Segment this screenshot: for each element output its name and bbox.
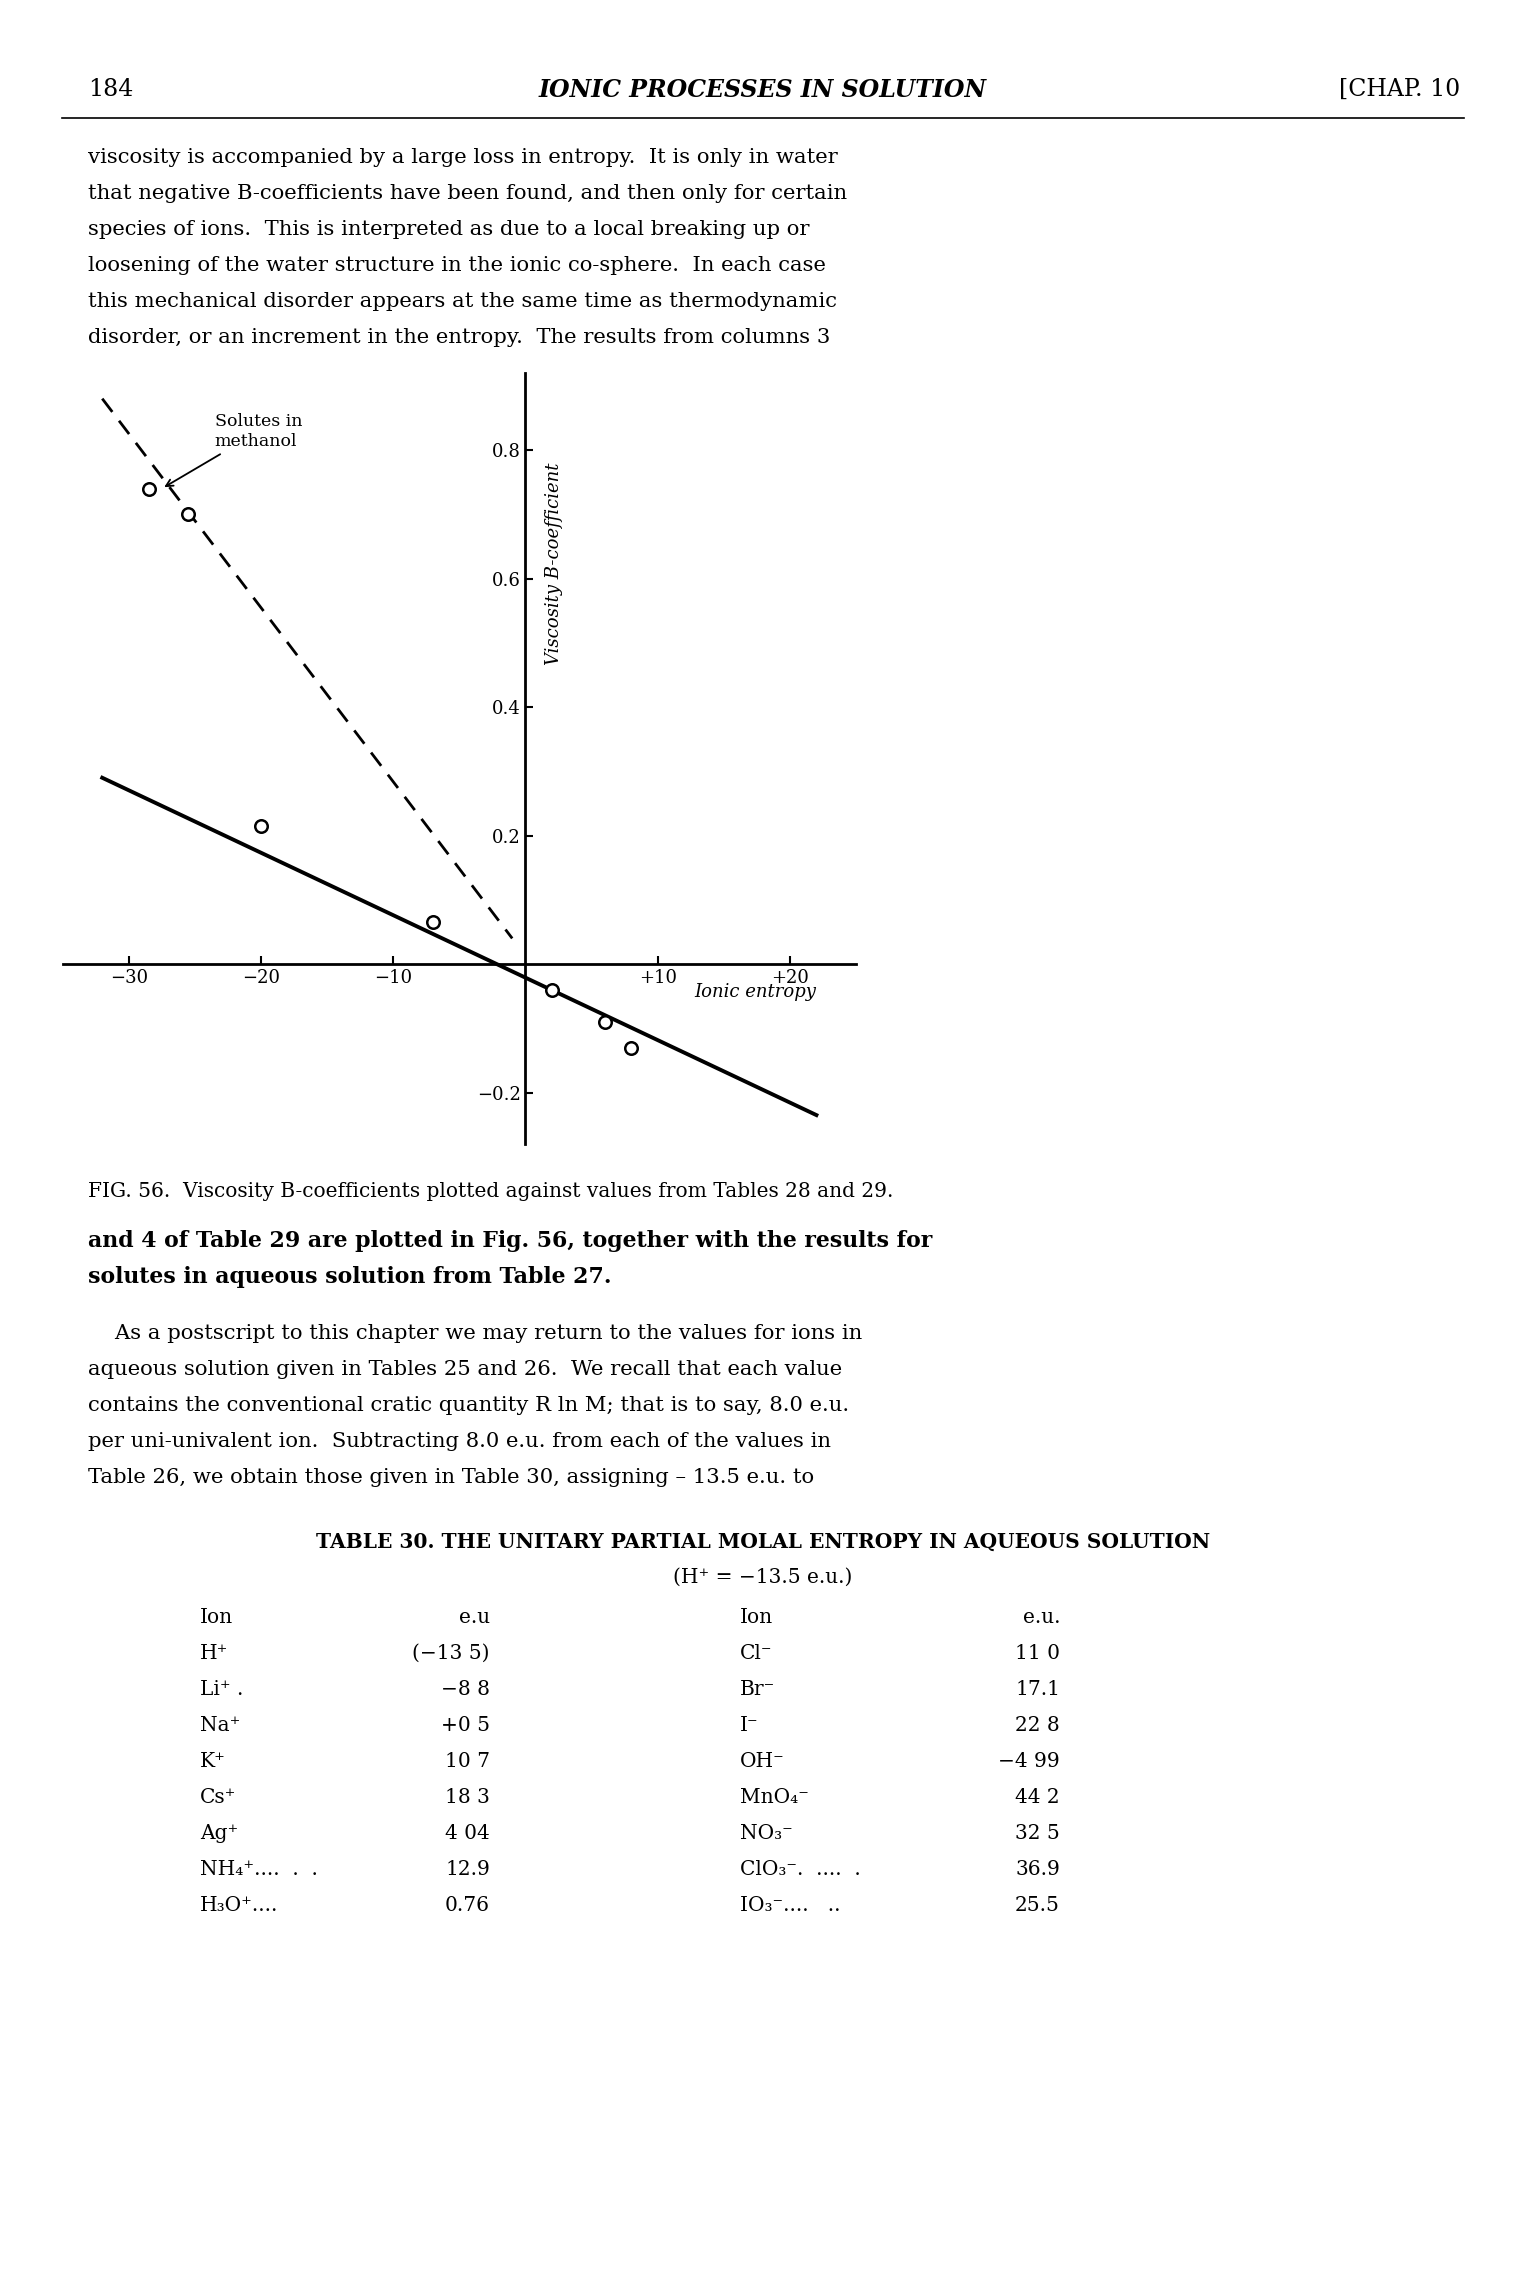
Text: 0.76: 0.76: [446, 1897, 490, 1915]
Text: species of ions.  This is interpreted as due to a local breaking up or: species of ions. This is interpreted as …: [89, 220, 809, 238]
Text: per uni-univalent ion.  Subtracting 8.0 e.u. from each of the values in: per uni-univalent ion. Subtracting 8.0 e…: [89, 1432, 832, 1451]
Text: −8 8: −8 8: [441, 1679, 490, 1700]
Text: Li⁺ .: Li⁺ .: [200, 1679, 243, 1700]
Text: H⁺: H⁺: [200, 1645, 229, 1663]
Text: NH₄⁺....  .  .: NH₄⁺.... . .: [200, 1860, 317, 1878]
Text: 22 8: 22 8: [1015, 1716, 1061, 1734]
Text: MnO₄⁻: MnO₄⁻: [740, 1787, 809, 1808]
Text: 184: 184: [89, 78, 133, 101]
Text: Solutes in
methanol: Solutes in methanol: [166, 414, 302, 485]
Text: and 4 of Table 29 are plotted in Fig. 56, together with the results for: and 4 of Table 29 are plotted in Fig. 56…: [89, 1231, 932, 1252]
Text: disorder, or an increment in the entropy.  The results from columns 3: disorder, or an increment in the entropy…: [89, 327, 830, 348]
Text: (−13 5): (−13 5): [412, 1645, 490, 1663]
Text: that negative B-coefficients have been found, and then only for certain: that negative B-coefficients have been f…: [89, 183, 847, 204]
Text: ClO₃⁻.  ....  .: ClO₃⁻. .... .: [740, 1860, 861, 1878]
Text: 11 0: 11 0: [1015, 1645, 1061, 1663]
Text: −4 99: −4 99: [998, 1753, 1061, 1771]
Text: K⁺: K⁺: [200, 1753, 226, 1771]
Text: Cl⁻: Cl⁻: [740, 1645, 772, 1663]
Text: 32 5: 32 5: [1015, 1824, 1061, 1844]
Text: As a postscript to this chapter we may return to the values for ions in: As a postscript to this chapter we may r…: [89, 1325, 862, 1343]
Text: Ion: Ion: [200, 1608, 233, 1627]
Text: H₃O⁺....: H₃O⁺....: [200, 1897, 278, 1915]
Text: I⁻: I⁻: [740, 1716, 758, 1734]
Text: 10 7: 10 7: [446, 1753, 490, 1771]
Text: 44 2: 44 2: [1015, 1787, 1061, 1808]
Text: Table 26, we obtain those given in Table 30, assigning – 13.5 e.u. to: Table 26, we obtain those given in Table…: [89, 1469, 815, 1487]
Text: 17.1: 17.1: [1015, 1679, 1061, 1700]
Text: OH⁻: OH⁻: [740, 1753, 784, 1771]
Text: contains the conventional cratic quantity R ln M; that is to say, 8.0 e.u.: contains the conventional cratic quantit…: [89, 1396, 848, 1414]
Text: loosening of the water structure in the ionic co-sphere.  In each case: loosening of the water structure in the …: [89, 256, 826, 275]
Text: IO₃⁻....   ..: IO₃⁻.... ..: [740, 1897, 841, 1915]
Text: viscosity is accompanied by a large loss in entropy.  It is only in water: viscosity is accompanied by a large loss…: [89, 149, 838, 167]
Text: Br⁻: Br⁻: [740, 1679, 775, 1700]
Text: Ionic entropy: Ionic entropy: [694, 984, 816, 1002]
Text: 18 3: 18 3: [446, 1787, 490, 1808]
Text: 12.9: 12.9: [446, 1860, 490, 1878]
Text: 36.9: 36.9: [1015, 1860, 1061, 1878]
Text: solutes in aqueous solution from Table 27.: solutes in aqueous solution from Table 2…: [89, 1265, 612, 1288]
Text: 25.5: 25.5: [1015, 1897, 1061, 1915]
Text: +0 5: +0 5: [441, 1716, 490, 1734]
Text: aqueous solution given in Tables 25 and 26.  We recall that each value: aqueous solution given in Tables 25 and …: [89, 1359, 842, 1380]
Text: [CHAP. 10: [CHAP. 10: [1338, 78, 1460, 101]
Text: IONIC PROCESSES IN SOLUTION: IONIC PROCESSES IN SOLUTION: [539, 78, 987, 103]
Text: FIG. 56.  Viscosity B-coefficients plotted against values from Tables 28 and 29.: FIG. 56. Viscosity B-coefficients plotte…: [89, 1183, 893, 1201]
Text: (H⁺ = −13.5 e.u.): (H⁺ = −13.5 e.u.): [673, 1567, 853, 1588]
Text: e.u.: e.u.: [1022, 1608, 1061, 1627]
Text: this mechanical disorder appears at the same time as thermodynamic: this mechanical disorder appears at the …: [89, 293, 836, 311]
Text: NO₃⁻: NO₃⁻: [740, 1824, 792, 1844]
Text: Na⁺: Na⁺: [200, 1716, 241, 1734]
Text: 4 04: 4 04: [446, 1824, 490, 1844]
Text: Ag⁺: Ag⁺: [200, 1824, 238, 1844]
Text: Viscosity B-coefficient: Viscosity B-coefficient: [545, 462, 563, 666]
Text: Cs⁺: Cs⁺: [200, 1787, 237, 1808]
Text: e.u: e.u: [459, 1608, 490, 1627]
Text: Ion: Ion: [740, 1608, 774, 1627]
Text: TABLE 30. THE UNITARY PARTIAL MOLAL ENTROPY IN AQUEOUS SOLUTION: TABLE 30. THE UNITARY PARTIAL MOLAL ENTR…: [316, 1533, 1210, 1551]
